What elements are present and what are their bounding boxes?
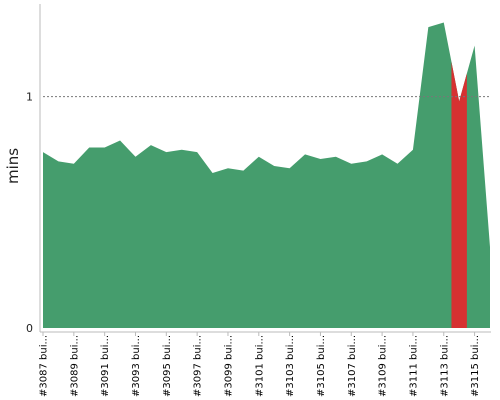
x-tick-label: #3113 bui...: [439, 335, 450, 397]
y-tick-label: 0: [26, 322, 33, 335]
x-tick-label: #3107 bui...: [347, 335, 358, 397]
y-axis-ticks: 01: [26, 91, 33, 335]
area-layer: [43, 22, 490, 328]
x-tick-label: #3095 bui...: [162, 335, 173, 397]
x-tick-label: #3115 bui...: [470, 335, 481, 397]
x-tick-label: #3087 bui...: [39, 335, 50, 397]
duration-area: [43, 22, 490, 328]
x-tick-label: #3093 bui...: [131, 335, 142, 397]
y-tick-label: 1: [26, 91, 33, 104]
x-tick-label: #3109 bui...: [378, 335, 389, 397]
x-tick-label: #3101 bui...: [254, 335, 265, 397]
x-tick-label: #3103 bui...: [285, 335, 296, 397]
x-axis-ticks: #3087 bui... #3089 bui... #3091 bui... #309…: [39, 332, 481, 397]
x-tick-label: #3111 bui...: [408, 335, 419, 397]
x-tick-label: #3097 bui...: [193, 335, 204, 397]
x-tick-label: #3089 bui...: [69, 335, 80, 397]
failed-build-band: [451, 61, 467, 328]
y-axis-title: mins: [4, 148, 22, 184]
x-tick-label: #3105 bui...: [316, 335, 327, 397]
x-tick-label: #3091 bui...: [100, 335, 111, 397]
x-tick-label: #3099 bui...: [223, 335, 234, 397]
